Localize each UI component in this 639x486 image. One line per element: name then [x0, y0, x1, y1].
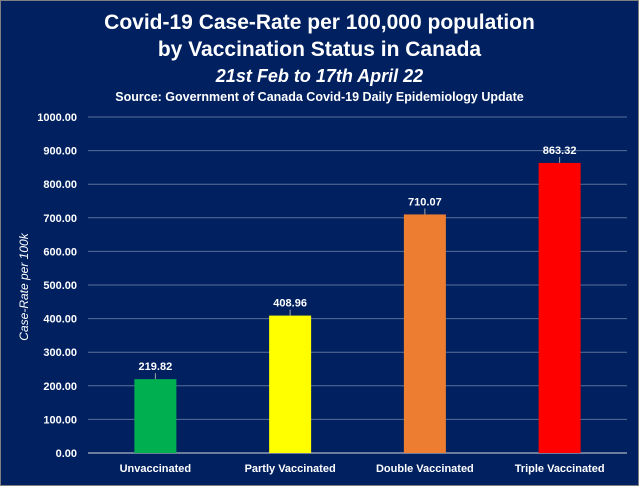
data-label: 219.82 — [139, 361, 173, 373]
x-tick-label: Triple Vaccinated — [515, 463, 605, 475]
y-tick-label: 0.00 — [56, 448, 77, 460]
y-tick-label: 300.00 — [43, 347, 77, 359]
y-tick-label: 800.00 — [43, 179, 77, 191]
y-tick-label: 700.00 — [43, 213, 77, 225]
y-tick-label: 200.00 — [43, 381, 77, 393]
y-tick-label: 900.00 — [43, 146, 77, 158]
y-tick-label: 100.00 — [43, 414, 77, 426]
x-tick-label: Double Vaccinated — [376, 463, 474, 475]
x-tick-label: Unvaccinated — [120, 463, 192, 475]
data-label: 710.07 — [408, 196, 442, 208]
bar-triple-vaccinated — [538, 162, 581, 453]
data-label: 408.96 — [273, 298, 307, 310]
chart-source: Source: Government of Canada Covid-19 Da… — [115, 90, 524, 104]
y-tick-label: 600.00 — [43, 246, 77, 258]
chart-title-line2: by Vaccination Status in Canada — [157, 38, 482, 61]
y-tick-label: 1000.00 — [37, 112, 77, 124]
chart-title: Covid-19 Case-Rate per 100,000 populatio… — [104, 11, 535, 34]
chart-subtitle: 21st Feb to 17th April 22 — [215, 66, 424, 86]
x-tick-label: Partly Vaccinated — [245, 463, 336, 475]
bar-unvaccinated — [134, 379, 177, 453]
y-tick-label: 500.00 — [43, 280, 77, 292]
bar-partly-vaccinated — [269, 315, 312, 453]
data-label: 863.32 — [543, 145, 577, 157]
y-tick-label: 400.00 — [43, 314, 77, 326]
bar-double-vaccinated — [403, 214, 446, 453]
